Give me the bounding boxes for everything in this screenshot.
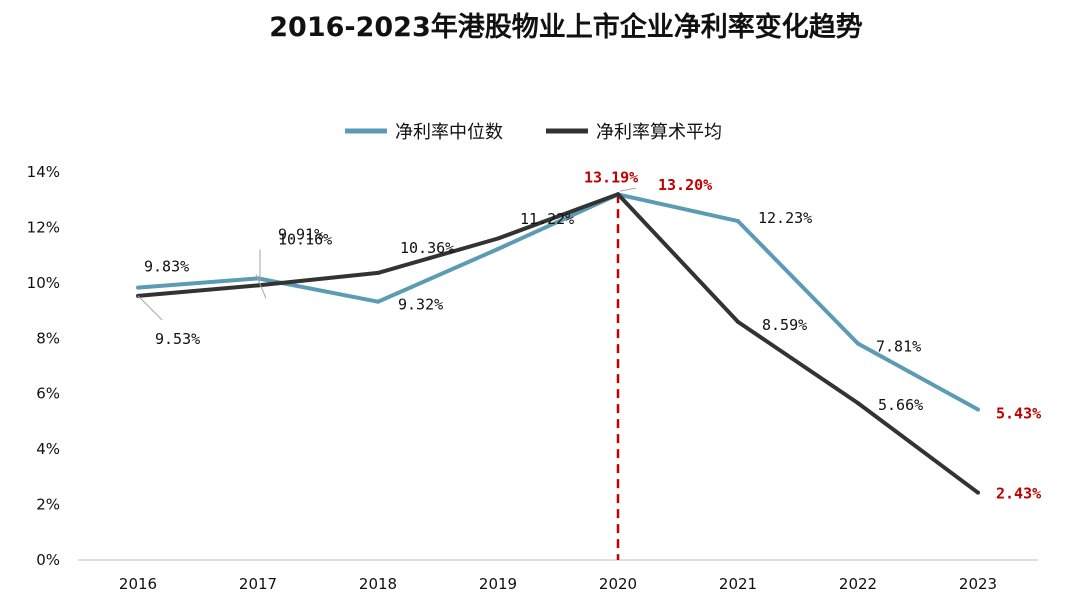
data-label-median: 11.22% bbox=[520, 210, 574, 228]
x-tick-label: 2016 bbox=[119, 575, 157, 593]
legend-label-mean: 净利率算术平均 bbox=[596, 122, 722, 143]
label-leader-line bbox=[137, 295, 163, 321]
series-line-mean bbox=[137, 192, 980, 495]
chart-title: 2016-2023年港股物业上市企业净利率变化趋势 bbox=[269, 11, 863, 43]
label-leader-line bbox=[619, 187, 637, 192]
y-tick-label: 6% bbox=[36, 385, 60, 403]
data-label-mean: 9.53% bbox=[155, 330, 200, 348]
y-tick-label: 10% bbox=[27, 274, 60, 292]
data-label-median: 7.81% bbox=[876, 338, 921, 356]
data-point-mean bbox=[736, 319, 740, 324]
data-label-median: 12.23% bbox=[758, 209, 812, 227]
y-tick-label: 4% bbox=[36, 440, 60, 458]
legend: 净利率中位数 净利率算术平均 bbox=[345, 122, 722, 143]
data-label-mean: 13.20% bbox=[658, 176, 712, 194]
axes: 0% 2% 4% 6% 8% 10% 12% 14% 2016 2017 2018 2019 2020 2… bbox=[27, 163, 1038, 593]
data-label-median: 5.43% bbox=[996, 405, 1041, 423]
data-point-median bbox=[856, 341, 860, 346]
data-point-median bbox=[376, 299, 380, 304]
y-tick-label: 2% bbox=[36, 496, 60, 514]
data-point-median bbox=[136, 285, 140, 290]
data-label-mean: 2.43% bbox=[996, 485, 1041, 503]
y-tick-label: 8% bbox=[36, 329, 60, 347]
x-tick-label: 2022 bbox=[839, 575, 877, 593]
data-point-median bbox=[736, 219, 740, 224]
y-tick-label: 12% bbox=[27, 218, 60, 236]
x-tick-label: 2021 bbox=[719, 575, 757, 593]
data-labels: 9.83% 10.16% 9.32% 11.22% 13.19% 12.23% 7.81% 5… bbox=[137, 168, 1041, 503]
data-point-median bbox=[976, 407, 980, 412]
data-point-mean bbox=[856, 401, 860, 406]
data-point-mean bbox=[376, 270, 380, 275]
x-tick-label: 2018 bbox=[359, 575, 397, 593]
data-point-mean bbox=[256, 283, 260, 288]
data-point-mean bbox=[616, 192, 620, 197]
y-tick-label: 0% bbox=[36, 551, 60, 569]
legend-label-median: 净利率中位数 bbox=[395, 122, 503, 143]
series-layer bbox=[136, 192, 980, 495]
data-label-median: 9.83% bbox=[144, 258, 189, 276]
y-tick-label: 14% bbox=[27, 163, 60, 181]
data-point-mean bbox=[976, 490, 980, 495]
data-label-median: 9.32% bbox=[398, 296, 443, 314]
data-label-median: 10.16% bbox=[278, 230, 332, 248]
x-tick-label: 2023 bbox=[959, 575, 997, 593]
data-point-mean bbox=[496, 236, 500, 241]
data-point-median bbox=[496, 247, 500, 252]
label-leader-line bbox=[255, 274, 267, 299]
data-label-mean: 9.91% bbox=[278, 225, 323, 243]
x-tick-label: 2017 bbox=[239, 575, 277, 593]
x-tick-label: 2020 bbox=[599, 575, 637, 593]
data-label-mean: 10.36% bbox=[400, 239, 454, 257]
x-tick-label: 2019 bbox=[479, 575, 517, 593]
data-label-median: 13.19% bbox=[584, 168, 638, 186]
data-label-mean: 8.59% bbox=[762, 316, 807, 334]
data-label-mean: 5.66% bbox=[878, 396, 923, 414]
